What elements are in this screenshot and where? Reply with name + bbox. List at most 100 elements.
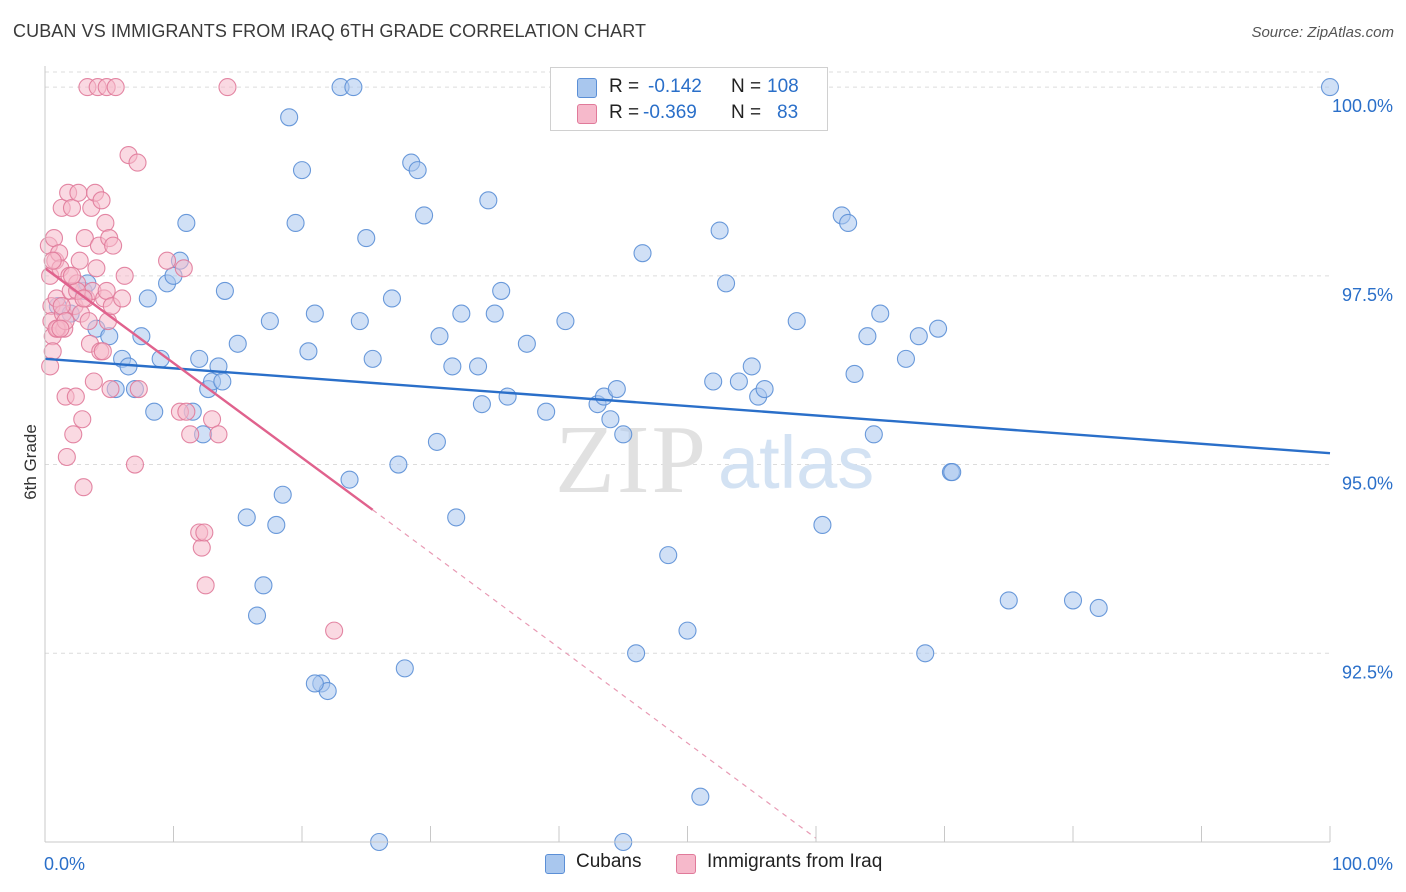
point-iraq bbox=[128, 153, 147, 172]
point-iraq bbox=[158, 251, 177, 270]
chart-source: Source: ZipAtlas.com bbox=[1251, 24, 1394, 41]
legend-r-label: R = bbox=[609, 76, 640, 97]
point-cuban bbox=[452, 304, 471, 323]
point-cuban bbox=[871, 304, 890, 323]
point-cuban bbox=[943, 463, 962, 482]
point-iraq bbox=[70, 251, 89, 270]
point-iraq bbox=[44, 229, 64, 248]
point-cuban bbox=[305, 674, 324, 693]
point-cuban bbox=[929, 319, 948, 338]
legend-r-value: -0.142 bbox=[648, 76, 702, 97]
correlation-legend: R = -0.142 N = 108 R = -0.369 N = 83 bbox=[550, 67, 828, 131]
point-cuban bbox=[273, 485, 292, 504]
point-cuban bbox=[247, 606, 267, 625]
point-iraq bbox=[69, 183, 88, 202]
point-cuban bbox=[691, 787, 710, 806]
point-cuban bbox=[845, 364, 864, 384]
trend-line-cubans bbox=[44, 357, 1331, 455]
bottom-legend-swatch-iraq bbox=[676, 854, 696, 874]
point-iraq bbox=[325, 621, 344, 640]
point-cuban bbox=[556, 312, 575, 331]
point-iraq bbox=[174, 259, 193, 278]
point-cuban bbox=[1063, 591, 1083, 610]
point-cuban bbox=[896, 349, 916, 368]
point-cuban bbox=[363, 349, 382, 368]
point-iraq bbox=[196, 576, 215, 595]
legend-r-label: R = bbox=[609, 102, 640, 123]
point-iraq bbox=[97, 281, 116, 300]
point-cuban bbox=[485, 304, 504, 323]
point-cuban bbox=[1089, 598, 1108, 618]
series-iraq bbox=[39, 78, 344, 640]
point-cuban bbox=[909, 327, 928, 346]
point-cuban bbox=[389, 455, 408, 474]
legend-row-iraq: R = -0.369 N = 83 bbox=[551, 102, 827, 126]
point-cuban bbox=[729, 372, 748, 391]
point-cuban bbox=[340, 470, 359, 489]
point-iraq bbox=[62, 266, 82, 285]
point-cuban bbox=[813, 515, 832, 534]
point-cuban bbox=[395, 659, 414, 678]
point-cuban bbox=[382, 289, 402, 308]
point-iraq bbox=[218, 78, 237, 97]
point-cuban bbox=[132, 327, 151, 346]
point-iraq bbox=[84, 372, 103, 391]
point-cuban bbox=[427, 432, 446, 451]
point-cuban bbox=[537, 402, 556, 421]
legend-n-value: 83 bbox=[777, 102, 799, 123]
point-cuban bbox=[138, 289, 157, 308]
point-cuban bbox=[415, 206, 434, 225]
point-iraq bbox=[43, 251, 62, 270]
chart-title: CUBAN VS IMMIGRANTS FROM IRAQ 6TH GRADE … bbox=[13, 21, 647, 41]
point-iraq bbox=[57, 447, 76, 467]
point-cuban bbox=[755, 380, 774, 399]
point-cuban bbox=[633, 244, 652, 263]
point-cuban bbox=[177, 213, 196, 233]
point-cuban bbox=[215, 281, 234, 300]
watermark: ZIP atlas bbox=[555, 406, 874, 514]
axis-layer: 92.5% 95.0% 97.5% 100.0% 0.0% 100.0% bbox=[44, 66, 1393, 874]
point-cuban bbox=[492, 281, 511, 300]
legend-n-label: N = bbox=[731, 102, 762, 123]
legend-n-label: N = bbox=[731, 76, 762, 97]
x-tick-label: 100.0% bbox=[1332, 854, 1393, 874]
point-iraq bbox=[92, 191, 111, 210]
point-iraq bbox=[93, 342, 112, 361]
points-layer bbox=[39, 78, 1340, 852]
point-cuban bbox=[742, 357, 761, 376]
x-tick-label: 0.0% bbox=[44, 854, 85, 874]
point-cuban bbox=[517, 334, 536, 353]
point-cuban bbox=[858, 327, 877, 346]
point-iraq bbox=[181, 425, 200, 444]
point-iraq bbox=[66, 387, 85, 406]
point-iraq bbox=[101, 380, 120, 399]
point-cuban bbox=[299, 342, 318, 361]
watermark-zip: ZIP bbox=[555, 406, 708, 514]
point-cuban bbox=[787, 312, 806, 331]
point-cuban bbox=[286, 213, 305, 233]
point-cuban bbox=[659, 546, 678, 565]
point-cuban bbox=[267, 515, 286, 534]
point-cuban bbox=[1320, 78, 1340, 97]
point-cuban bbox=[627, 644, 646, 663]
y-tick-label: 92.5% bbox=[1342, 662, 1393, 682]
legend-row-cubans: R = -0.142 N = 108 bbox=[551, 76, 827, 100]
point-cuban bbox=[408, 161, 427, 180]
y-tick-label: 100.0% bbox=[1332, 96, 1393, 116]
point-cuban bbox=[280, 108, 299, 127]
point-iraq bbox=[192, 538, 211, 557]
point-iraq bbox=[203, 410, 222, 429]
point-iraq bbox=[106, 78, 125, 97]
point-cuban bbox=[916, 644, 935, 663]
point-cuban bbox=[447, 508, 466, 527]
point-cuban bbox=[145, 402, 164, 421]
point-cuban bbox=[479, 191, 498, 210]
legend-r-value: -0.369 bbox=[643, 102, 697, 123]
point-cuban bbox=[607, 380, 626, 399]
point-cuban bbox=[344, 78, 363, 97]
point-cuban bbox=[443, 357, 462, 376]
point-iraq bbox=[115, 266, 134, 285]
point-iraq bbox=[41, 357, 60, 376]
legend-swatch-iraq bbox=[577, 104, 597, 124]
